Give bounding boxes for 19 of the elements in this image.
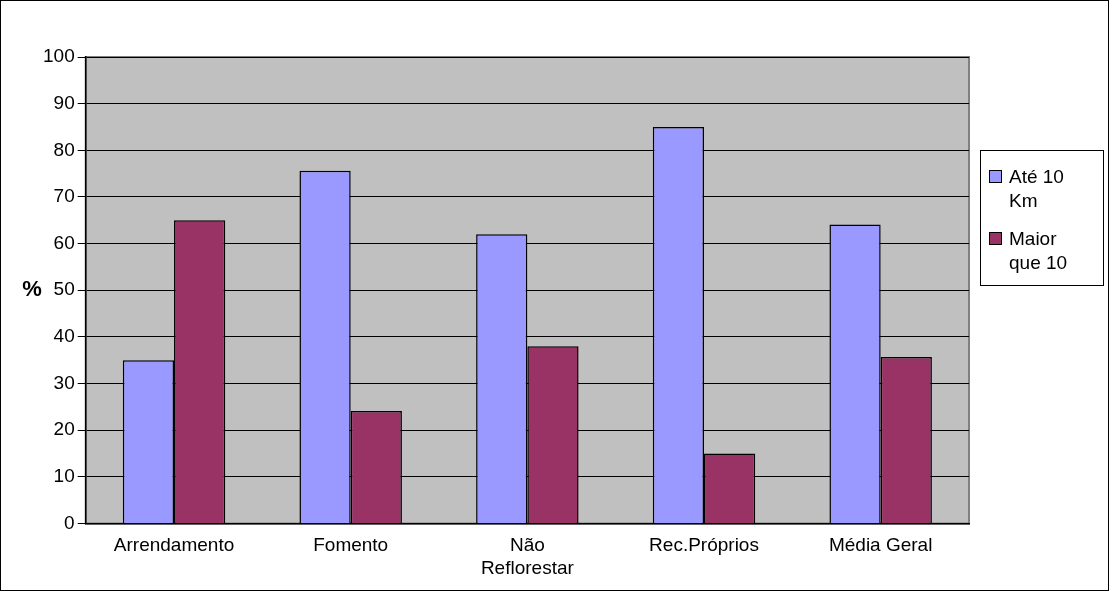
y-tick-label: 50 bbox=[53, 278, 75, 300]
x-tick-label: Não Reflorestar bbox=[480, 534, 575, 578]
y-tick-label: 80 bbox=[53, 138, 75, 160]
y-tick-label: 30 bbox=[53, 371, 75, 393]
x-tick-label: Arrendamento bbox=[113, 534, 235, 556]
legend-label: Maior que 10 bbox=[1009, 227, 1069, 275]
y-axis-title: % bbox=[22, 276, 42, 302]
x-tick-label: Fomento bbox=[313, 534, 389, 556]
y-tick-label: 20 bbox=[53, 418, 75, 440]
x-tick-label: Rec.Próprios bbox=[649, 534, 759, 556]
y-tick-label: 0 bbox=[64, 511, 75, 533]
x-tick-label: Média Geral bbox=[828, 534, 933, 556]
y-tick-label: 90 bbox=[53, 91, 75, 113]
y-tick-label: 60 bbox=[53, 231, 75, 253]
y-tick-label: 40 bbox=[53, 325, 75, 347]
y-tick-label: 100 bbox=[43, 45, 75, 67]
y-tick-label: 10 bbox=[53, 464, 75, 486]
y-tick-label: 70 bbox=[53, 185, 75, 207]
legend-label: Até 10 Km bbox=[1009, 165, 1065, 213]
